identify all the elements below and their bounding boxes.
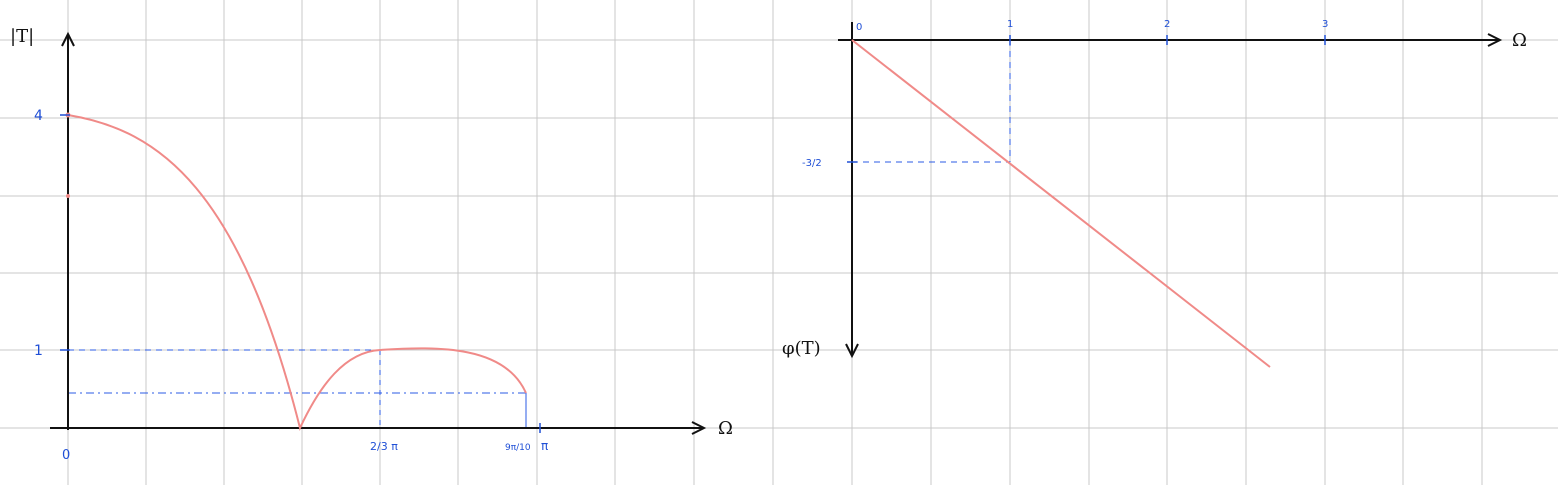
x-tick-label-9pi10: 9π/10	[505, 443, 531, 453]
phase-x-label: Ω	[1512, 30, 1527, 51]
phase-y-label: φ(T)	[782, 338, 821, 359]
phase-x-tick-3: 3	[1322, 19, 1328, 30]
phase-x-tick-0: 0	[856, 22, 862, 33]
phase-plot: 0 1 2 3 -3/2 Ω φ(T)	[782, 19, 1527, 368]
x-tick-label-2pi3: 2/3 π	[370, 440, 398, 453]
y-tick-label-4: 4	[34, 108, 43, 124]
phase-y-arrow	[845, 343, 859, 359]
magnitude-mark-3	[66, 194, 70, 198]
y-tick-label-1: 1	[34, 343, 43, 359]
magnitude-curve	[67, 114, 527, 431]
magnitude-y-label: |T|	[10, 26, 34, 47]
phase-y-tick-neg: -3/2	[802, 158, 822, 169]
x-tick-label-pi: π	[541, 439, 548, 453]
magnitude-y-arrow	[61, 31, 75, 47]
magnitude-x-label: Ω	[718, 418, 733, 439]
phase-x-tick-1: 1	[1007, 19, 1013, 30]
phase-line	[851, 39, 1271, 368]
phase-x-arrow	[1487, 33, 1503, 47]
magnitude-plot: |T| Ω 4 1 0 2/3 π 9π/10 π	[10, 26, 733, 463]
magnitude-x-arrow	[691, 421, 707, 435]
phase-x-tick-2: 2	[1164, 19, 1170, 30]
x-tick-label-0: 0	[62, 448, 70, 463]
magnitude-guides	[68, 349, 527, 428]
